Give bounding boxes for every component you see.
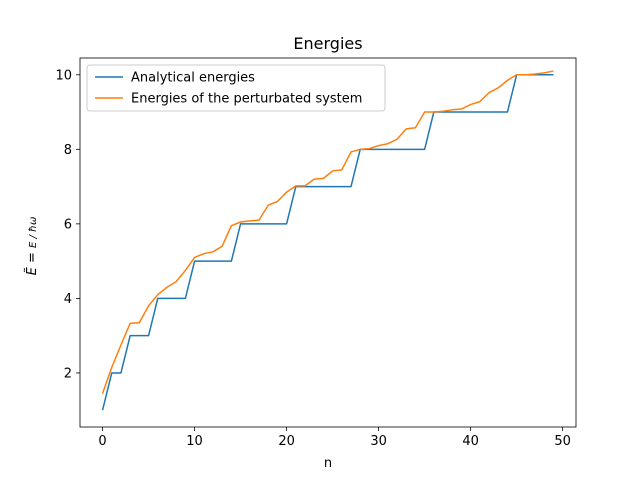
chart-title: Energies <box>293 34 362 53</box>
y-tick-label: 6 <box>64 217 72 232</box>
y-label-e-tilde: Ẽ = <box>24 248 40 275</box>
legend-box <box>86 64 386 112</box>
axes-frame <box>79 57 577 428</box>
series-line-2 <box>101 70 554 394</box>
y-tick-label: 10 <box>55 68 72 83</box>
legend-label-2: Energies of the perturbated system <box>131 92 362 107</box>
x-tick-label: 40 <box>462 434 479 449</box>
x-tick-label: 20 <box>278 434 295 449</box>
y-axis-label: Ẽ = E / ħω <box>24 217 40 276</box>
x-tick-label: 0 <box>98 434 106 449</box>
y-tick-label: 8 <box>64 143 72 158</box>
y-tick-label: 4 <box>64 292 72 307</box>
y-tick-label: 2 <box>64 366 72 381</box>
x-axis-label: n <box>324 456 332 471</box>
legend-label-1: Analytical energies <box>131 71 255 86</box>
x-tick-label: 10 <box>186 434 203 449</box>
plot-area: 0 10 20 30 40 50 2 4 6 8 10 <box>55 57 577 449</box>
x-tick-label: 50 <box>554 434 571 449</box>
series-line-1 <box>101 74 554 411</box>
legend: Analytical energies Energies of the pertu… <box>86 64 386 112</box>
x-tick-label: 30 <box>370 434 387 449</box>
y-axis-label-text: Ẽ = E / ħω <box>24 217 40 276</box>
y-label-fraction: E / ħω <box>28 217 39 248</box>
